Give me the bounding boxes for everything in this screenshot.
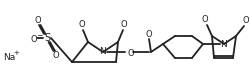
Text: O: O xyxy=(202,15,208,23)
Text: Na: Na xyxy=(3,53,15,62)
Text: O: O xyxy=(31,35,37,43)
Text: +: + xyxy=(13,50,19,56)
Text: O: O xyxy=(53,51,59,61)
Text: O: O xyxy=(79,20,85,28)
Text: O: O xyxy=(35,16,41,24)
Text: N: N xyxy=(220,40,227,48)
Text: O: O xyxy=(128,48,134,58)
Text: −: − xyxy=(36,32,42,41)
Text: N: N xyxy=(100,47,106,57)
Text: O: O xyxy=(121,20,127,28)
Text: O: O xyxy=(146,29,152,39)
Text: O: O xyxy=(243,16,249,24)
Text: S: S xyxy=(44,33,50,43)
